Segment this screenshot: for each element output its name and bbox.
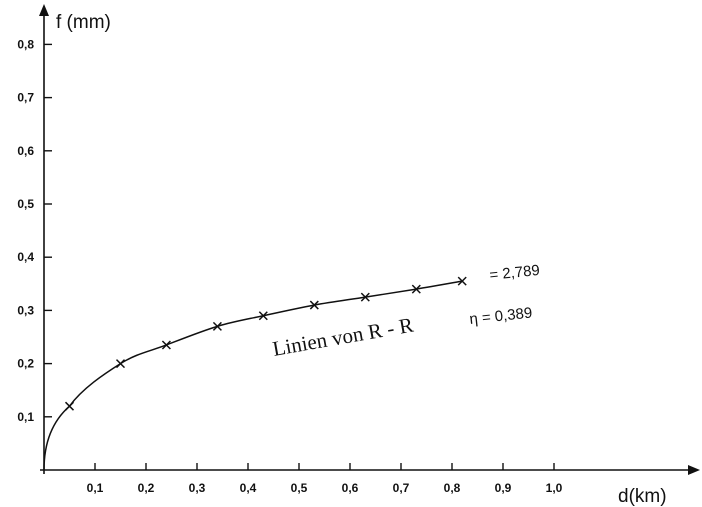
- x-tick-label: 1,0: [546, 481, 563, 495]
- marker-stroke: [115, 359, 126, 369]
- x-tick-label: 0,2: [138, 481, 155, 495]
- marker-stroke: [411, 284, 421, 294]
- y-tick-label: 0,2: [17, 357, 34, 371]
- marker-stroke: [64, 401, 75, 411]
- y-axis-title: f (mm): [56, 12, 111, 33]
- x-tick-label: 0,1: [87, 481, 104, 495]
- data-point-marker: [64, 401, 75, 411]
- x-axis-title: d(km): [618, 486, 667, 507]
- x-tick-label: 0,7: [393, 481, 410, 495]
- data-point-marker: [161, 340, 171, 350]
- marker-stroke: [161, 340, 171, 350]
- data-point-marker: [212, 321, 222, 331]
- data-point-marker: [309, 300, 319, 310]
- x-tick-label: 0,3: [189, 481, 206, 495]
- annotation-value-1: = 2,789: [489, 262, 541, 284]
- y-tick-label: 0,1: [17, 410, 34, 424]
- x-ticks: 0,1 0,2 0,3 0,4 0,5 0,6 0,7 0,8 0,9 1,0: [87, 463, 563, 495]
- x-tick-label: 0,6: [342, 481, 359, 495]
- data-point-marker: [457, 276, 467, 286]
- y-tick-label: 0,8: [17, 37, 34, 51]
- data-point-marker: [411, 284, 421, 294]
- y-tick-label: 0,3: [17, 303, 34, 317]
- y-axis-arrow: [39, 4, 49, 16]
- axes: [39, 4, 700, 475]
- x-axis-arrow: [688, 465, 700, 475]
- series-label: Linien von R - R: [271, 313, 415, 361]
- marker-stroke: [258, 311, 268, 321]
- x-tick-label: 0,9: [495, 481, 512, 495]
- data-point-marker: [258, 311, 268, 321]
- marker-stroke: [309, 300, 319, 310]
- annotation-eta: η = 0,389: [469, 304, 533, 327]
- y-tick-label: 0,4: [17, 250, 34, 264]
- y-tick-label: 0,5: [17, 197, 34, 211]
- x-tick-label: 0,8: [444, 481, 461, 495]
- series-markers: [64, 276, 467, 411]
- marker-stroke: [457, 276, 467, 286]
- marker-stroke: [360, 292, 370, 302]
- marker-stroke: [212, 321, 222, 331]
- y-tick-label: 0,7: [17, 91, 34, 105]
- series-curve: [43, 280, 463, 471]
- data-point-marker: [115, 359, 126, 369]
- y-ticks: 0,1 0,2 0,3 0,4 0,5 0,6 0,7 0,8: [17, 37, 52, 424]
- y-tick-label: 0,6: [17, 144, 34, 158]
- data-point-marker: [360, 292, 370, 302]
- x-tick-label: 0,4: [240, 481, 257, 495]
- x-tick-label: 0,5: [291, 481, 308, 495]
